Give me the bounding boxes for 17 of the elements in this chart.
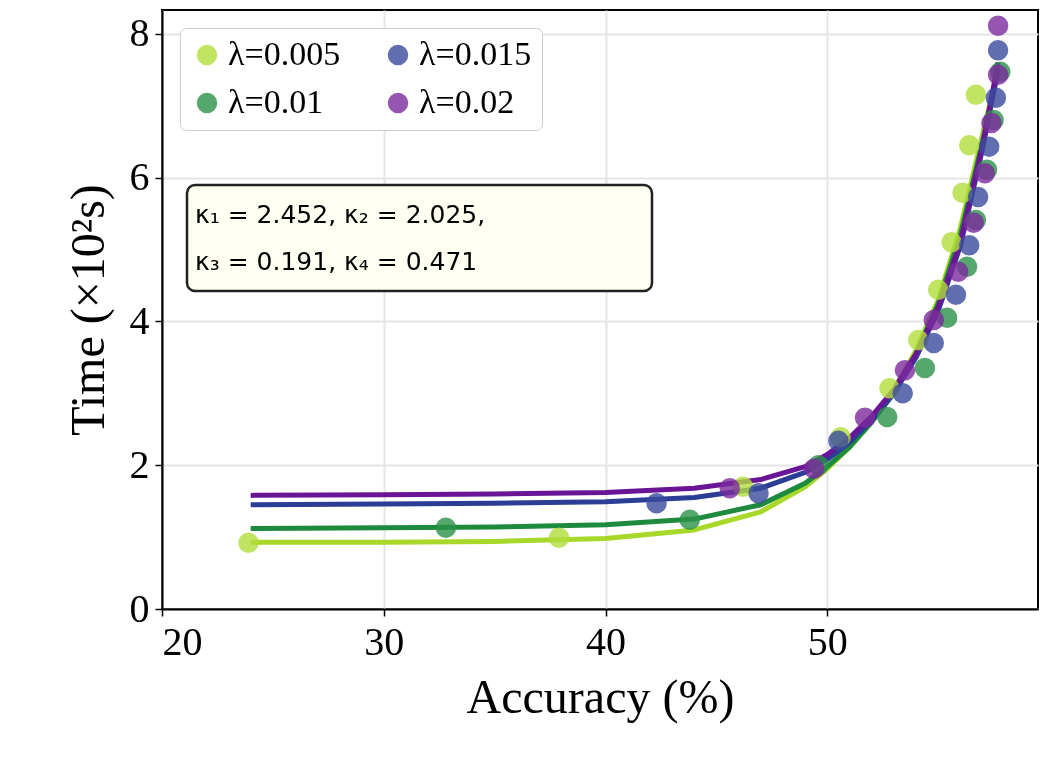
annotation: κ₁ = 2.452, κ₂ = 2.025, [195, 200, 486, 229]
y-tick-label: 8 [129, 10, 150, 56]
y-tick-label: 4 [129, 297, 150, 343]
y-tick-label: 2 [129, 441, 150, 487]
x-tick-label: 50 [807, 618, 848, 664]
x-tick-label: 20 [162, 618, 203, 664]
x-tick-label: 30 [364, 618, 405, 664]
y-tick-label: 6 [129, 154, 150, 200]
y-tick-label: 0 [129, 585, 150, 631]
legend-label: λ=0.02 [419, 83, 515, 120]
annotation: κ₃ = 0.191, κ₄ = 0.471 [195, 247, 478, 276]
legend-label: λ=0.005 [228, 35, 341, 72]
x-axis-title: Accuracy (%) [466, 669, 735, 724]
x-tick-label: 40 [586, 618, 627, 664]
legend-label: λ=0.015 [419, 35, 532, 72]
y-axis-title: Time (×10²s) [60, 184, 115, 436]
legend-label: λ=0.01 [228, 83, 324, 120]
